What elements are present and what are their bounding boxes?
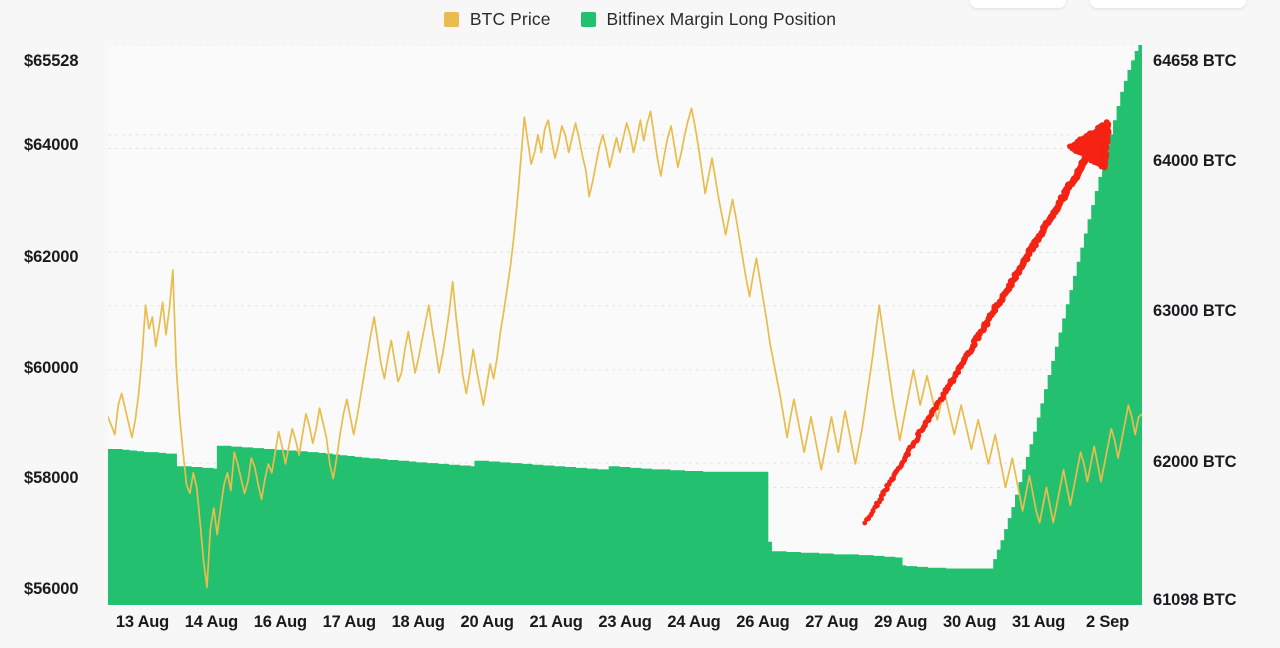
y-axis-right-tick-1: 64000 BTC (1153, 152, 1237, 170)
x-axis-tick-6: 21 Aug (529, 613, 583, 631)
x-axis-tick-2: 16 Aug (253, 613, 307, 631)
x-axis-tick-8: 24 Aug (667, 613, 721, 631)
y-axis-left-tick-4: $58000 (24, 469, 79, 487)
control-card-1[interactable] (970, 0, 1066, 8)
x-axis-tick-4: 18 Aug (391, 613, 445, 631)
x-axis-tick-0: 13 Aug (115, 613, 170, 631)
legend-item-btc-price[interactable]: BTC Price (443, 9, 551, 30)
x-axis-tick-7: 23 Aug (598, 613, 652, 631)
y-axis-right-tick-2: 63000 BTC (1153, 302, 1237, 320)
y-axis-left-tick-2: $62000 (24, 248, 79, 266)
top-controls (970, 0, 1246, 8)
legend-label-btc-price: BTC Price (469, 9, 551, 29)
chart-canvas (108, 45, 1142, 605)
series-line-btc-price (108, 107, 1142, 589)
y-axis-left-tick-1: $64000 (24, 136, 79, 154)
x-axis-tick-14: 2 Sep (1086, 613, 1130, 631)
x-axis-tick-1: 14 Aug (184, 613, 238, 631)
plot-area (108, 45, 1142, 605)
legend-swatch-margin-long (580, 12, 596, 27)
y-axis-right-tick-0: 64658 BTC (1153, 52, 1237, 70)
x-axis-tick-9: 26 Aug (736, 613, 790, 631)
y-axis-left-tick-3: $60000 (24, 359, 79, 377)
y-axis-right-tick-3: 62000 BTC (1153, 453, 1237, 471)
y-axis-right-tick-4: 61098 BTC (1153, 591, 1237, 609)
x-axis-tick-13: 31 Aug (1011, 613, 1066, 631)
series-area-margin-long (108, 45, 1142, 605)
y-axis-left-tick-0: $65528 (24, 52, 79, 70)
legend-item-margin-long[interactable]: Bitfinex Margin Long Position (580, 9, 837, 30)
legend-label-margin-long: Bitfinex Margin Long Position (606, 9, 837, 29)
control-card-2[interactable] (1090, 0, 1246, 8)
x-axis-tick-3: 17 Aug (322, 613, 376, 631)
gridlines (108, 45, 1142, 605)
x-axis-tick-11: 29 Aug (874, 613, 928, 631)
chart-legend: BTC Price Bitfinex Margin Long Position (0, 9, 1280, 30)
legend-swatch-btc-price (443, 12, 459, 27)
y-axis-left-tick-5: $56000 (24, 580, 79, 598)
x-axis-tick-5: 20 Aug (460, 613, 514, 631)
x-axis-tick-12: 30 Aug (943, 613, 997, 631)
x-axis-tick-10: 27 Aug (805, 613, 859, 631)
